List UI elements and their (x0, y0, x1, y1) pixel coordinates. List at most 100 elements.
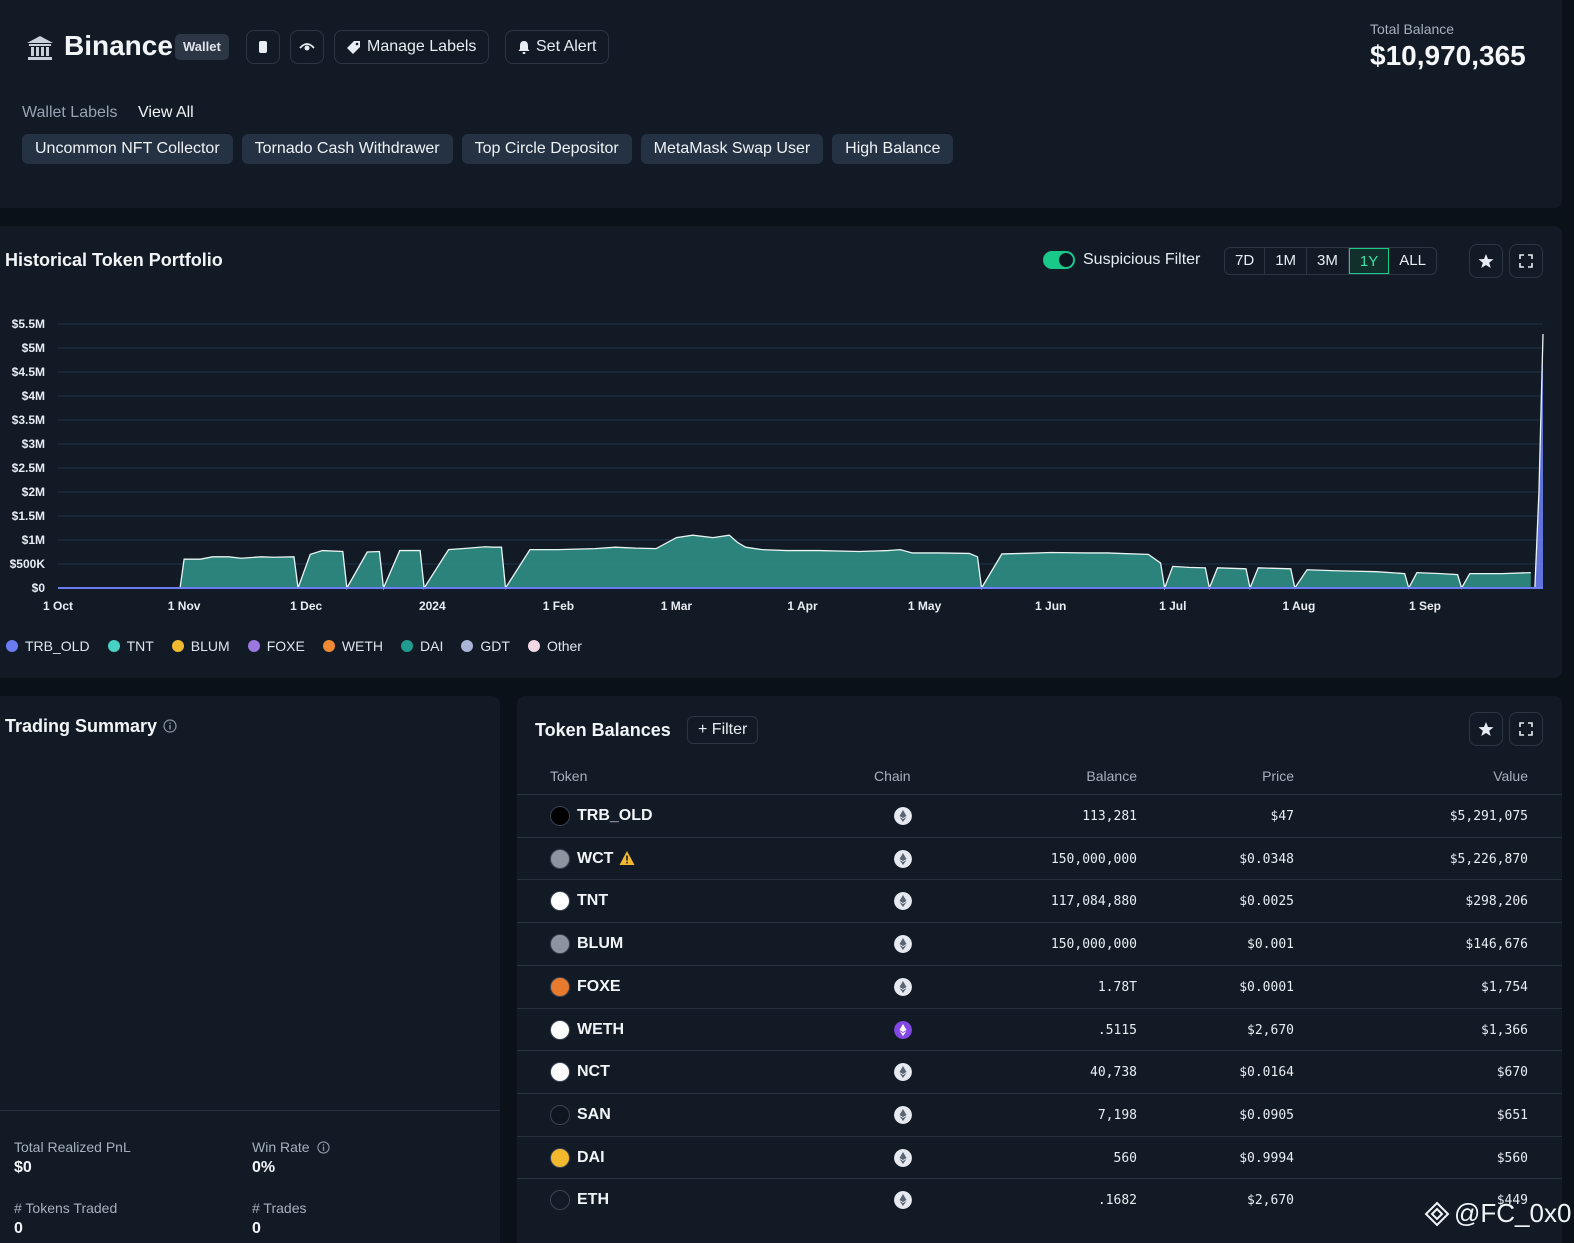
x-tick-label: 2024 (419, 599, 446, 613)
legend-label: FOXE (266, 638, 305, 654)
range-7d-button[interactable]: 7D (1225, 248, 1266, 274)
table-row[interactable]: ETH .1682 $2,670 $449 (517, 1178, 1562, 1221)
ethereum-chain-icon (894, 1105, 912, 1124)
table-row[interactable]: NCT 40,738 $0.0164 $670 (517, 1050, 1562, 1093)
nct-icon (550, 1062, 570, 1083)
ethereum-chain-icon (894, 1063, 912, 1082)
warning-icon (619, 850, 635, 865)
favorite-chart-button[interactable] (1469, 244, 1503, 278)
range-all-button[interactable]: ALL (1399, 252, 1426, 269)
wallet-labels-title: Wallet Labels (22, 104, 118, 121)
chart-legend: TRB_OLD TNT BLUM FOXE WETH DAI GDT Other (6, 638, 582, 654)
table-row[interactable]: TNT 117,084,880 $0.0025 $298,206 (517, 879, 1562, 922)
token-symbol[interactable]: BLUM (577, 935, 624, 953)
legend-label: Other (546, 638, 582, 654)
label-chip[interactable]: Top Circle Depositor (461, 134, 632, 164)
weth-icon (550, 1019, 570, 1040)
legend-label: GDT (480, 638, 510, 654)
token-symbol[interactable]: SAN (577, 1105, 611, 1123)
label-chip[interactable]: High Balance (832, 134, 954, 164)
realized-pnl-label: Total Realized PnL (14, 1139, 131, 1155)
token-value: $5,226,870 (1449, 851, 1528, 867)
wct-icon (550, 848, 570, 869)
favorite-table-button[interactable] (1469, 712, 1503, 746)
range-3m-button[interactable]: 3M (1307, 248, 1349, 274)
label-chip[interactable]: Uncommon NFT Collector (22, 134, 233, 164)
legend-item[interactable]: TRB_OLD (6, 638, 90, 654)
info-icon[interactable] (163, 719, 177, 733)
suspicious-filter-toggle[interactable] (1043, 251, 1075, 269)
expand-table-button[interactable] (1509, 712, 1543, 746)
legend-item[interactable]: BLUM (171, 638, 230, 654)
x-tick-label: 1 Mar (661, 599, 693, 613)
expand-icon (1519, 722, 1533, 736)
token-value: $1,754 (1481, 979, 1528, 995)
wallet-label-chips: Uncommon NFT Collector Tornado Cash With… (22, 134, 954, 164)
x-tick-label: 1 Sep (1409, 599, 1441, 613)
range-1m-button[interactable]: 1M (1265, 248, 1308, 274)
realized-pnl-value: $0 (14, 1159, 32, 1176)
token-symbol[interactable]: WCT (577, 849, 614, 867)
set-alert-button[interactable]: Set Alert (505, 30, 610, 64)
legend-item[interactable]: WETH (322, 638, 384, 654)
table-row[interactable]: SAN 7,198 $0.0905 $651 (517, 1092, 1562, 1136)
ethereum-chain-icon (894, 1148, 912, 1167)
token-symbol[interactable]: FOXE (577, 977, 621, 995)
portfolio-area-chart[interactable]: $5.5M $5M $4.5M $4M $3.5M $3M $2.5M $2M $1.5M $1M… (0, 306, 1562, 626)
total-balance-label: Total Balance (1370, 21, 1455, 37)
column-header-price[interactable]: Price (1262, 768, 1294, 784)
y-tick-label: $2M (22, 485, 45, 499)
column-header-chain[interactable]: Chain (874, 768, 911, 784)
table-row[interactable]: WCT 150,000,000 $0.0348 $5,226,870 (517, 836, 1562, 880)
line-dai (58, 534, 1531, 591)
y-tick-label: $5M (22, 341, 45, 355)
x-tick-label: 1 Apr (787, 599, 818, 613)
view-all-labels-link[interactable]: View All (138, 104, 194, 121)
label-chip[interactable]: MetaMask Swap User (640, 134, 824, 164)
token-value: $298,206 (1465, 894, 1528, 910)
ethereum-chain-icon (894, 1191, 912, 1210)
area-trb_old[interactable] (1530, 334, 1543, 588)
add-filter-button[interactable]: + Filter (687, 716, 759, 744)
manage-labels-button[interactable]: Manage Labels (334, 30, 490, 64)
table-row[interactable]: DAI 560 $0.9994 $560 (517, 1135, 1562, 1179)
table-row[interactable]: WETH .5115 $2,670 $1,366 (517, 1007, 1562, 1051)
watch-button[interactable] (290, 30, 324, 64)
legend-item[interactable]: Other (527, 638, 582, 654)
table-row[interactable]: TRB_OLD 113,281 $47 $5,291,075 (517, 794, 1562, 837)
summary-divider (0, 1110, 500, 1111)
copy-address-button[interactable] (246, 30, 280, 64)
range-1y-button[interactable]: 1Y (1348, 248, 1390, 274)
token-symbol[interactable]: DAI (577, 1148, 605, 1166)
suspicious-filter-label: Suspicious Filter (1083, 251, 1201, 268)
y-tick-label: $4M (22, 389, 45, 403)
table-row[interactable]: BLUM 150,000,000 $0.001 $146,676 (517, 922, 1562, 965)
column-header-balance[interactable]: Balance (1086, 768, 1137, 784)
expand-chart-button[interactable] (1509, 244, 1543, 278)
legend-item[interactable]: DAI (401, 638, 443, 654)
token-symbol[interactable]: TNT (577, 892, 609, 910)
y-tick-label: $2.5M (12, 461, 45, 475)
ethereum-chain-icon (894, 849, 912, 868)
token-symbol[interactable]: TRB_OLD (577, 807, 653, 824)
trb-icon (550, 806, 570, 826)
column-header-token[interactable]: Token (550, 768, 588, 784)
info-icon[interactable] (317, 1141, 330, 1154)
label-chip[interactable]: Tornado Cash Withdrawer (241, 134, 453, 164)
trading-summary-panel: Trading Summary Total Realized PnL $0 Wi… (0, 696, 500, 1243)
legend-dot (107, 640, 120, 652)
token-symbol[interactable]: NCT (577, 1063, 610, 1081)
table-row[interactable]: FOXE 1.78T $0.0001 $1,754 (517, 964, 1562, 1008)
token-price: $47 (1270, 809, 1294, 824)
foxe-icon (550, 976, 570, 997)
legend-item[interactable]: GDT (461, 638, 510, 654)
x-tick-label: 1 Jun (1035, 599, 1066, 613)
legend-item[interactable]: FOXE (247, 638, 305, 654)
area-dai[interactable] (58, 535, 1531, 588)
legend-item[interactable]: TNT (107, 638, 154, 654)
binance-logo-icon (1424, 1201, 1450, 1226)
legend-label: WETH (341, 638, 384, 654)
column-header-value[interactable]: Value (1493, 768, 1528, 784)
token-symbol[interactable]: WETH (577, 1020, 625, 1038)
token-symbol[interactable]: ETH (577, 1191, 609, 1209)
